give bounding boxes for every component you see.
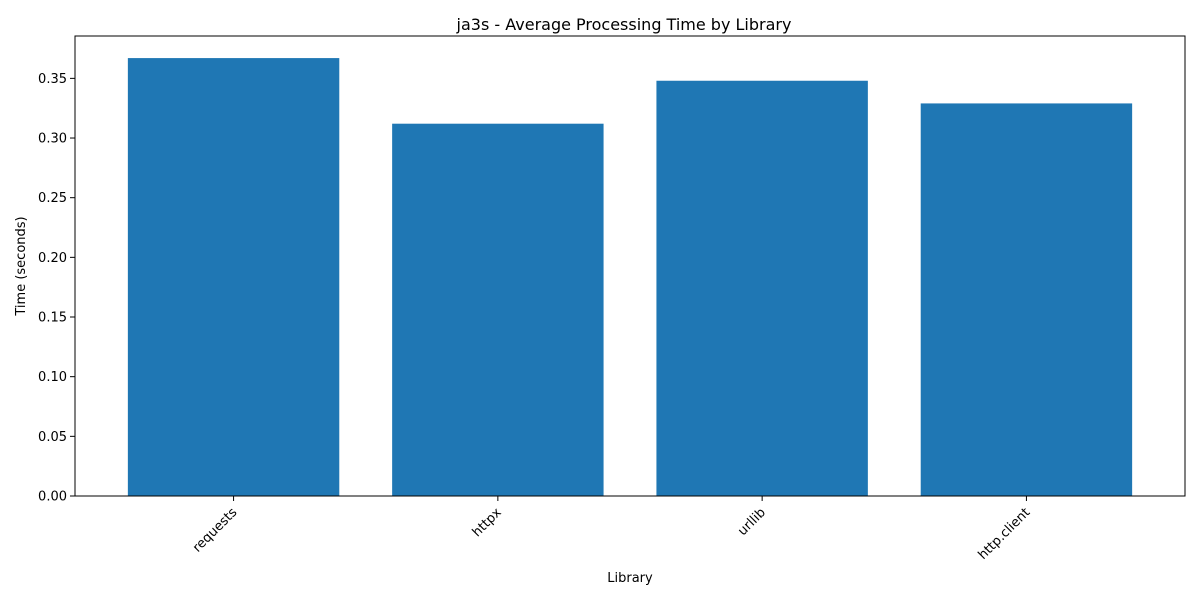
x-axis: requests httpx urllib http.client xyxy=(190,496,1033,563)
x-axis-label: Library xyxy=(607,571,653,586)
x-tick-label: http.client xyxy=(976,505,1034,563)
y-axis-label: Time (seconds) xyxy=(14,216,29,316)
y-tick-label: 0.15 xyxy=(38,311,67,326)
x-tick-label: urllib xyxy=(735,505,769,539)
y-tick-label: 0.20 xyxy=(38,251,67,266)
x-tick-label: requests xyxy=(190,505,240,555)
bar-http-client xyxy=(920,103,1133,497)
bar-urllib xyxy=(656,80,868,496)
y-tick-label: 0.30 xyxy=(38,132,67,147)
y-tick-label: 0.35 xyxy=(38,72,67,87)
y-tick-label: 0.10 xyxy=(38,370,67,385)
bar-requests xyxy=(127,58,340,496)
chart-title: ja3s - Average Processing Time by Librar… xyxy=(456,15,792,34)
y-tick-label: 0.05 xyxy=(38,430,67,445)
bars-group xyxy=(127,58,1133,497)
y-tick-label: 0.25 xyxy=(38,191,67,206)
y-tick-label: 0.00 xyxy=(38,490,67,505)
x-tick-label: httpx xyxy=(470,505,505,540)
plot-frame xyxy=(74,35,1186,497)
bar-httpx xyxy=(392,123,604,496)
y-axis: 0.00 0.05 0.10 0.15 0.20 0.25 0.30 0.35 xyxy=(38,72,75,505)
